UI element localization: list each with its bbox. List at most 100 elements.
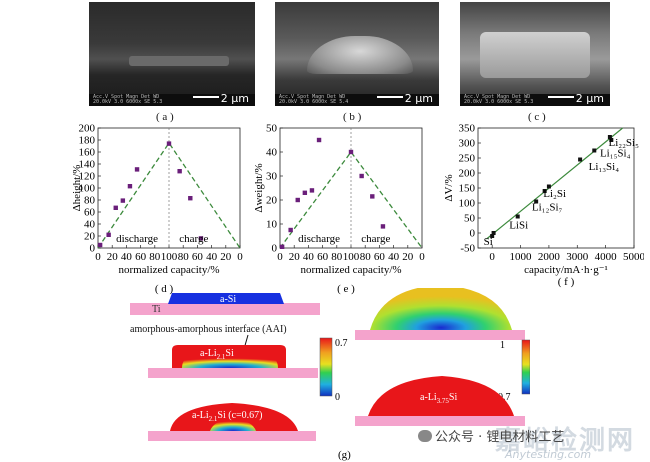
- wechat-watermark: 公众号 · 锂电材料工艺: [418, 426, 564, 445]
- sem-slab-c: [480, 32, 590, 78]
- y-axis-label: Δheight/%: [71, 165, 83, 212]
- data-point: [534, 199, 539, 204]
- y-tick-label: 120: [79, 171, 96, 183]
- x-tick-label: 40: [121, 251, 132, 263]
- y-tick-label: 300: [459, 138, 476, 150]
- x-tick-label: 80: [360, 251, 372, 263]
- data-point: [309, 188, 315, 193]
- data-point: [546, 184, 551, 189]
- caption-c: ( c ): [528, 111, 546, 123]
- substrate-right-bottom: [355, 416, 525, 426]
- x-axis-label: normalized capacity/%: [300, 264, 401, 276]
- x-axis-label: capacity/mA·h·g⁻¹: [524, 264, 608, 276]
- x-tick-label: 60: [135, 251, 147, 263]
- data-point: [609, 138, 614, 142]
- ti-substrate: [130, 303, 320, 315]
- x-tick-label: 100: [343, 251, 360, 263]
- ti-label: Ti: [152, 304, 161, 315]
- sem-info: Acc.V Spot Magn Det WD 20.0kV 3.0 6000x S…: [464, 94, 534, 105]
- lisi-core: [182, 356, 278, 368]
- x-tick-label: 20: [289, 251, 301, 263]
- data-point: [188, 196, 193, 201]
- x-tick-label: 40: [303, 251, 315, 263]
- lic-body: [170, 403, 298, 431]
- sem-image-c: Acc.V Spot Magn Det WD 20.0kV 3.0 6000x S…: [460, 2, 610, 106]
- data-point: [120, 198, 126, 203]
- x-tick-label: 0: [95, 251, 101, 263]
- caption-a: ( a ): [156, 111, 174, 123]
- li375-dome: [368, 376, 514, 416]
- data-point: [515, 214, 520, 219]
- colorbar-2: [521, 339, 530, 395]
- caption-b: ( b ): [343, 111, 362, 123]
- x-axis-label: normalized capacity/%: [118, 264, 219, 276]
- cbar1-max: 0.7: [335, 338, 348, 349]
- data-point: [592, 148, 597, 153]
- sem-info: Acc.V Spot Magn Det WD 20.0kV 3.0 6000x S…: [279, 94, 349, 105]
- cbar1-min: 0: [335, 392, 340, 403]
- y-tick-label: 30: [266, 171, 278, 183]
- data-point: [348, 149, 354, 155]
- y-tick-label: 180: [79, 135, 96, 147]
- discharge-label: discharge: [298, 233, 340, 245]
- y-tick-label: 0: [272, 243, 278, 255]
- data-point: [380, 224, 386, 229]
- y-tick-label: 200: [79, 123, 96, 135]
- trend-line: [97, 141, 241, 249]
- data-point: [316, 137, 322, 143]
- watermark-url: Anytesting.com: [505, 448, 592, 461]
- data-point: [542, 189, 547, 193]
- x-tick-label: 20: [402, 251, 414, 263]
- x-tick-label: 3000: [566, 251, 589, 263]
- simulation-panel: a-Si Ti amorphous-amorphous interface (A…: [130, 288, 530, 461]
- y-tick-label: 0: [470, 228, 476, 240]
- chart-caption: ( f ): [558, 276, 575, 288]
- y-tick-label: 250: [459, 153, 476, 165]
- x-tick-label: 80: [178, 251, 190, 263]
- y-tick-label: 350: [459, 123, 476, 135]
- data-point: [113, 205, 118, 210]
- chart-volume: -50 0 50 100 150 200 250 300 350 0 1000 2000 3000 400…: [443, 123, 644, 289]
- x-tick-label: 80: [149, 251, 161, 263]
- y-tick-label: 80: [84, 195, 96, 207]
- scale-bar-label: 2 μm: [404, 92, 433, 105]
- charge-label: charge: [361, 233, 390, 245]
- x-tick-label: 20: [220, 251, 232, 263]
- x-tick-label: 60: [192, 251, 204, 263]
- y-tick-label: 200: [459, 168, 476, 180]
- y-tick-label: -50: [460, 243, 475, 255]
- phase-label: Li₂₂Si₅: [608, 137, 639, 149]
- scale-bar-line: [548, 96, 574, 98]
- sem-info: Acc.V Spot Magn Det WD 20.0kV 3.0 6000x S…: [93, 94, 163, 105]
- charge-label: charge: [179, 233, 208, 245]
- x-tick-label: 0: [237, 251, 243, 263]
- data-point: [490, 234, 495, 238]
- sem-image-a: Acc.V Spot Magn Det WD 20.0kV 3.0 6000x S…: [89, 2, 255, 106]
- asi-film: [168, 293, 284, 304]
- caption-g: (g): [338, 449, 351, 461]
- y-tick-label: 50: [266, 123, 278, 135]
- aai-label: amorphous-amorphous interface (AAI): [130, 324, 287, 335]
- data-point: [359, 173, 364, 179]
- rainbow-dome: [370, 288, 512, 330]
- x-tick-label: 5000: [623, 251, 644, 263]
- lic-label: a-Li2.1Si (c=0.67): [192, 410, 262, 423]
- trend-line: [486, 127, 624, 240]
- scale-bar-line: [193, 96, 219, 98]
- cbar2-min: 0.7: [498, 392, 511, 403]
- x-tick-label: 40: [388, 251, 400, 263]
- x-tick-label: 0: [277, 251, 283, 263]
- li375-label: a-Li3.75Si: [420, 392, 457, 405]
- sem-film-a: [129, 56, 229, 66]
- x-tick-label: 1000: [510, 251, 533, 263]
- chart-caption: ( d ): [155, 283, 174, 295]
- data-point: [295, 197, 300, 203]
- y-tick-label: 40: [84, 219, 96, 231]
- y-tick-label: 20: [266, 195, 278, 207]
- x-tick-label: 100: [161, 251, 178, 263]
- data-point: [288, 227, 293, 233]
- y-axis-label: ΔV/%: [443, 174, 455, 201]
- y-tick-label: 150: [459, 183, 476, 195]
